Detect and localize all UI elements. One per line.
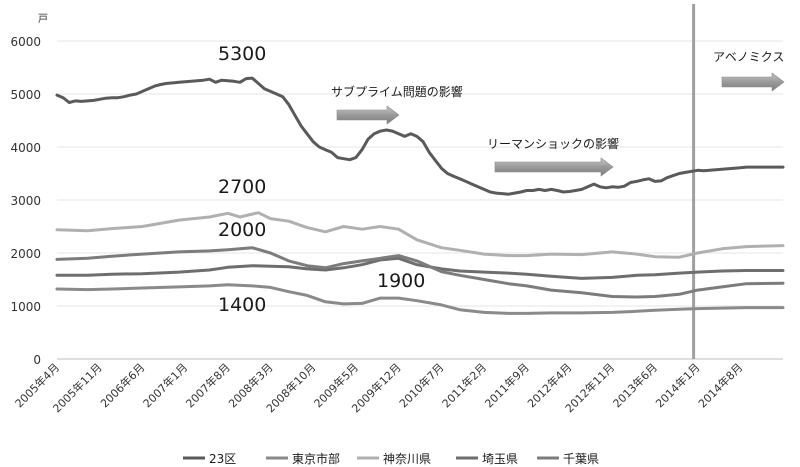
value-label-1400: 1400 — [218, 294, 266, 316]
legend-label-chiba: 千葉県 — [563, 452, 599, 466]
value-labels: 5300 2700 2000 1900 1400 — [218, 43, 425, 316]
y-tick-label: 1000 — [10, 300, 41, 314]
legend-label-kanagawa: 神奈川県 — [383, 452, 431, 466]
annotation-subprime: サブプライム問題の影響 — [331, 84, 463, 99]
value-label-1900: 1900 — [377, 270, 425, 292]
value-label-2700: 2700 — [218, 176, 266, 198]
y-tick-label: 4000 — [10, 141, 41, 155]
annotation-arrow-lehman — [494, 157, 614, 177]
annotation-arrow-abenomics — [721, 72, 785, 92]
y-tick-label: 5000 — [10, 88, 41, 102]
series-line-kanagawa — [55, 211, 785, 259]
x-tick-label: 2013年6月 — [610, 360, 660, 410]
legend: 23区 東京市部 神奈川県 埼玉県 千葉県 — [183, 451, 599, 466]
y-tick-label: 3000 — [10, 194, 41, 208]
x-tick-label: 2007年8月 — [183, 360, 233, 410]
series-line-saitama — [55, 256, 785, 280]
annotation-arrow-subprime — [336, 105, 400, 125]
annotation-abenomics: アベノミクス — [713, 50, 784, 64]
value-label-5300: 5300 — [218, 43, 266, 65]
x-tick-label: 2014年1月 — [653, 360, 703, 410]
x-tick-label: 2010年7月 — [396, 360, 446, 410]
x-tick-label: 2011年2月 — [439, 360, 489, 410]
y-tick-label: 2000 — [10, 247, 41, 261]
y-tick-label: 0 — [33, 353, 41, 367]
x-tick-label: 2011年9月 — [482, 360, 532, 410]
series-line-tokyo — [55, 283, 785, 315]
legend-label-s23: 23区 — [209, 452, 236, 466]
legend-label-tokyo: 東京市部 — [292, 451, 340, 466]
y-axis: 0 1000 2000 3000 4000 5000 6000 戸 — [10, 13, 48, 367]
x-tick-label: 2014年8月 — [695, 360, 745, 410]
series-line-s23 — [55, 76, 785, 196]
series-lines — [55, 76, 785, 315]
legend-label-saitama: 埼玉県 — [482, 452, 518, 466]
x-tick-label: 2006年6月 — [97, 360, 147, 410]
annotation-lehman: リーマンショックの影響 — [487, 136, 619, 151]
x-tick-label: 2007年1月 — [140, 360, 190, 410]
series-line-chiba — [55, 246, 785, 299]
y-tick-label: 6000 — [10, 35, 41, 49]
value-label-2000: 2000 — [218, 219, 266, 241]
x-axis: 2005年4月2005年11月2006年6月2007年1月2007年8月2008… — [12, 360, 745, 415]
unit-label: 戸 — [38, 13, 48, 25]
